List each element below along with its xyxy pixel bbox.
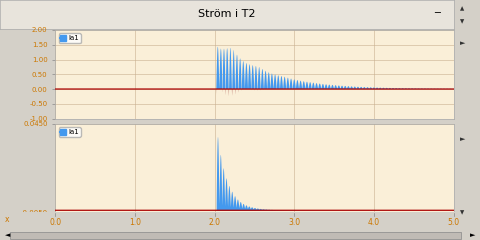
Text: x: x (5, 215, 9, 224)
Text: ◄: ◄ (5, 232, 10, 238)
Text: 5.0: 5.0 (447, 217, 460, 227)
Text: ►: ► (470, 232, 475, 238)
Text: Ström i T2: Ström i T2 (198, 9, 255, 19)
Text: 1.0: 1.0 (129, 217, 141, 227)
Legend: Ia1: Ia1 (59, 127, 81, 137)
Text: ▲: ▲ (460, 6, 464, 11)
Bar (10, 232, 461, 239)
Text: 3.0: 3.0 (288, 217, 300, 227)
Text: 2.0: 2.0 (208, 217, 221, 227)
Text: ▼: ▼ (460, 19, 464, 24)
Text: 0.0: 0.0 (49, 217, 61, 227)
Text: 4.0: 4.0 (368, 217, 380, 227)
Text: ─: ─ (434, 8, 440, 18)
Text: ►: ► (460, 40, 465, 46)
Legend: Ia1: Ia1 (59, 33, 81, 43)
Text: ►: ► (460, 136, 465, 142)
Text: ▼: ▼ (460, 210, 464, 215)
